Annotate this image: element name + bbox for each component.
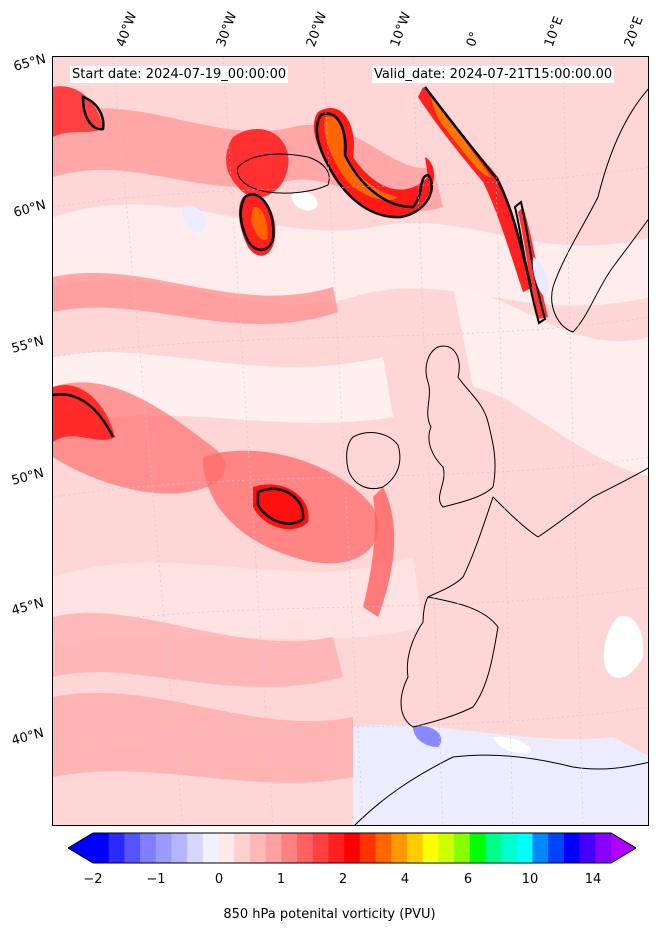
colorbar-segment: [516, 833, 534, 863]
light-band: [453, 287, 648, 477]
colorbar-segment: [218, 833, 235, 863]
colorbar-segment: [438, 833, 455, 863]
colorbar-segment: [579, 833, 596, 863]
colorbar-segment: [359, 833, 377, 863]
valid-date-label: Valid_date: 2024-07-21T15:00:00.00: [372, 66, 615, 83]
lon-label-10w: 10°W: [387, 10, 415, 49]
colorbar-under-arrow: [68, 833, 93, 863]
coastline-iceland: [237, 153, 330, 194]
pv-contour: [513, 200, 547, 325]
map-frame: [52, 56, 649, 826]
colorbar-segment: [454, 833, 471, 863]
lat-label-45: 45°N: [10, 595, 46, 619]
strong-feature: [53, 385, 115, 442]
colorbar-segment: [485, 833, 502, 863]
colorbar-segment: [328, 833, 345, 863]
pv-field-map: [53, 57, 648, 825]
pv-contour: [53, 393, 115, 438]
colorbar-segment: [501, 833, 518, 863]
medium-band: [53, 692, 353, 783]
pv-contour: [81, 95, 105, 131]
colorbar-segment: [297, 833, 314, 863]
colorbar-over-arrow: [611, 833, 636, 863]
start-date-label: Start date: 2024-07-19_00:00:00: [70, 66, 289, 83]
lon-label-40w: 40°W: [113, 10, 141, 49]
colorbar-segment: [532, 833, 549, 863]
colorbar-segment: [171, 833, 188, 863]
graticule: [53, 57, 648, 825]
colorbar-segment: [155, 833, 172, 863]
colorbar-segment: [595, 833, 612, 863]
colorbar-segment: [265, 833, 282, 863]
coastline-france: [427, 496, 494, 598]
colorbar-segment: [563, 833, 581, 863]
colorbar-outline: [68, 832, 636, 864]
pv-contour: [256, 487, 305, 525]
colorbar-tick: −2: [83, 872, 103, 887]
colorbar-segment: [312, 833, 329, 863]
lat-label-65: 65°N: [12, 51, 48, 75]
low-pv-patch: [353, 725, 648, 825]
colorbar-title: 850 hPa potenital vorticity (PVU): [223, 907, 436, 922]
lon-label-10e: 10°E: [541, 14, 567, 50]
colorbar-segment: [422, 833, 439, 863]
low-pv-patch: [603, 616, 644, 678]
colorbar-segment: [187, 833, 204, 863]
colorbar-tick: 10: [521, 872, 539, 887]
coastline-norway: [551, 88, 648, 333]
low-pv-patch: [291, 191, 318, 211]
lat-label-55: 55°N: [10, 333, 46, 357]
coastline-britain: [425, 345, 496, 508]
pv-contour: [315, 112, 433, 219]
colorbar-segment: [124, 833, 141, 863]
low-pv-patch: [532, 257, 548, 297]
colorbar-segment: [406, 833, 424, 863]
colorbar-tick: 0: [214, 872, 224, 887]
low-pv-patch: [182, 206, 206, 233]
colorbar-tick: 14: [584, 872, 602, 887]
colorbar-segment: [469, 833, 486, 863]
colorbar-tick: 4: [400, 872, 410, 887]
coastline-ireland: [346, 432, 401, 490]
colorbar: [68, 832, 636, 864]
orange-core: [251, 206, 268, 240]
low-pv-patch: [493, 736, 532, 753]
lat-label-60: 60°N: [12, 197, 48, 221]
colorbar-segment: [375, 833, 392, 863]
lon-label-20e: 20°E: [621, 14, 647, 50]
colorbar-segment: [93, 833, 110, 863]
lat-label-40: 40°N: [10, 725, 46, 749]
medium-band: [53, 272, 338, 324]
colorbar-segment: [249, 833, 267, 863]
pv-contour: [239, 193, 275, 252]
colorbar-segment: [140, 833, 157, 863]
medium-band: [363, 487, 395, 617]
colorbar-tick: 1: [276, 872, 286, 887]
colorbar-segment: [548, 833, 565, 863]
strong-feature: [418, 87, 533, 292]
colorbar-segment: [202, 833, 220, 863]
pv-contour: [424, 86, 533, 288]
colorbar-tick: 2: [338, 872, 348, 887]
colorbar-tick: 6: [463, 872, 473, 887]
colorbar-segment: [391, 833, 408, 863]
colorbar-segment: [344, 833, 361, 863]
coastline-africa: [354, 754, 648, 825]
coastline-iberia: [400, 596, 499, 728]
colorbar-segment: [108, 833, 125, 863]
colorbar-tick: −1: [146, 872, 166, 887]
lon-label-20w: 20°W: [303, 10, 331, 49]
medium-band: [53, 612, 343, 687]
lon-label-30w: 30°W: [213, 10, 241, 49]
coastline-europe: [492, 467, 648, 538]
low-pv-patch: [413, 726, 442, 747]
colorbar-segment: [234, 833, 251, 863]
colorbar-segment: [281, 833, 298, 863]
lat-label-50: 50°N: [10, 465, 46, 489]
lon-label-0: 0°: [463, 29, 484, 49]
orange-core: [324, 116, 398, 201]
